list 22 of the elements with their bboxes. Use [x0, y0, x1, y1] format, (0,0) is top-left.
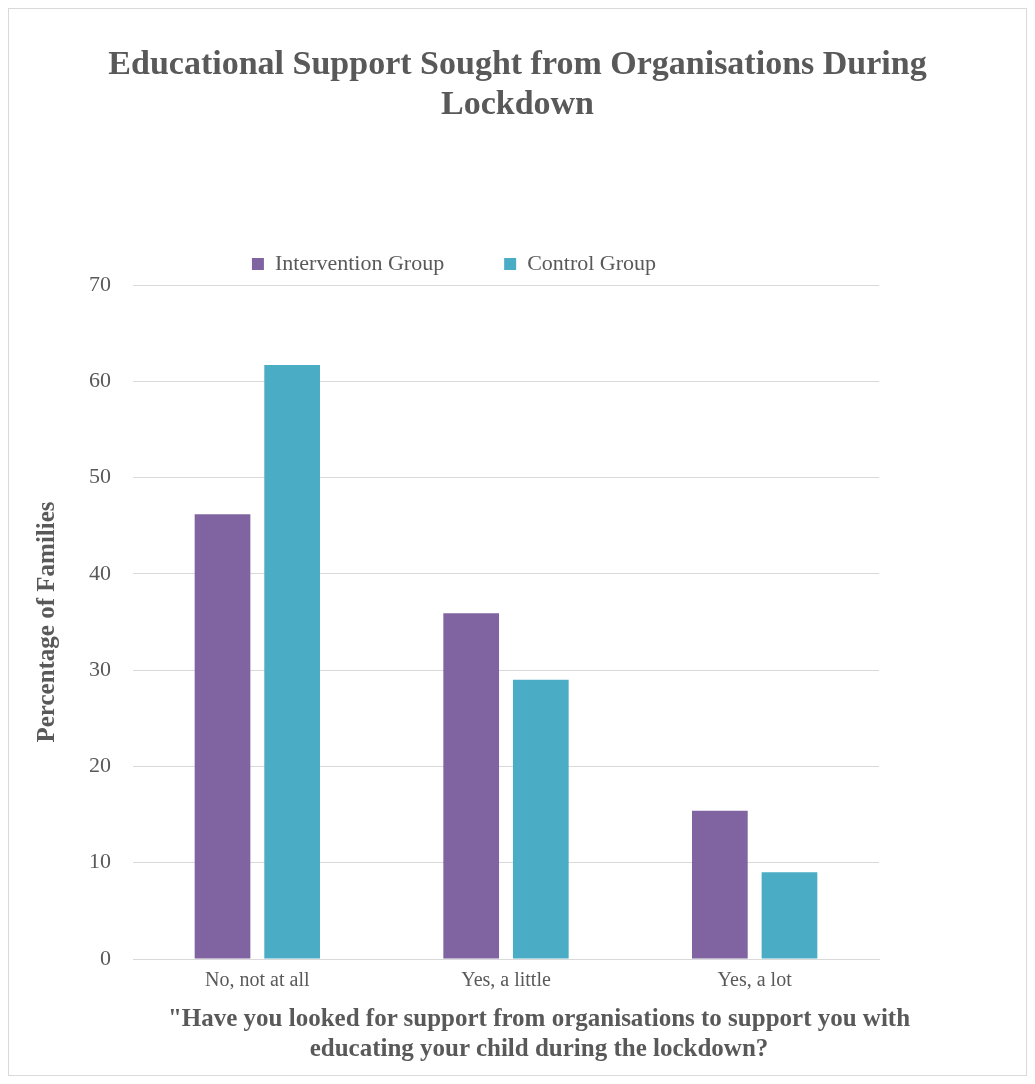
x-tick-label: Yes, a little: [461, 968, 551, 991]
y-tick-label: 50: [89, 463, 111, 489]
y-tick-label: 70: [89, 270, 111, 296]
legend-label: Control Group: [527, 249, 657, 275]
y-tick-label: 20: [89, 752, 111, 778]
x-axis-title: "Have you looked for support from organisations to support you with educating your child during the lockdown?: [166, 1003, 912, 1063]
legend-label: Intervention Group: [274, 249, 445, 275]
bar: [264, 364, 320, 959]
x-tick-label: Yes, a lot: [717, 968, 793, 991]
bar: [443, 613, 500, 959]
bar: [194, 514, 251, 959]
bar: [512, 679, 569, 959]
y-axis-title: Percentage of Families: [32, 501, 60, 743]
y-tick-label: 30: [89, 655, 111, 681]
y-tick-label: 60: [89, 367, 111, 393]
bar: [761, 872, 818, 959]
y-tick-label: 0: [100, 944, 111, 970]
y-tick-label: 10: [89, 848, 111, 874]
chart-title: Educational Support Sought from Organisations During Lockdown: [107, 43, 928, 123]
y-tick-label: 40: [89, 559, 111, 585]
x-tick-label: No, not at all: [205, 968, 310, 991]
bar: [692, 810, 748, 959]
